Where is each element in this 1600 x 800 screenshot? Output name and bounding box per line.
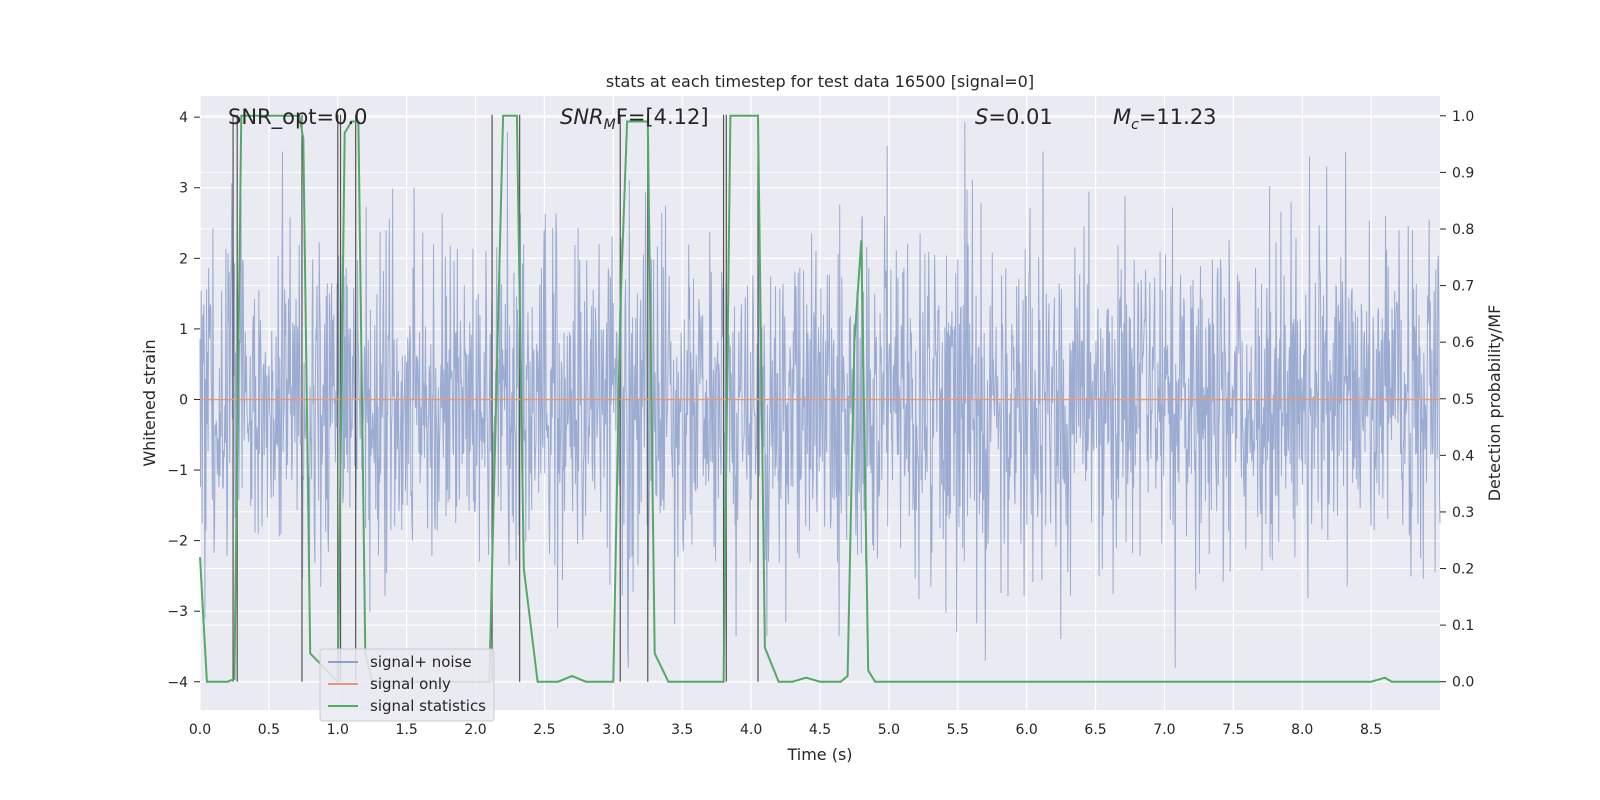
- x-tick-label: 8.0: [1291, 722, 1313, 738]
- annotation-snr-mf-sub: M: [604, 117, 616, 133]
- y-tick-label-right: 0.9: [1452, 165, 1474, 181]
- annotation-snr-opt: SNR_opt=0.0: [228, 105, 368, 130]
- y-tick-label-left: 1: [179, 322, 188, 338]
- chart-title: stats at each timestep for test data 165…: [606, 72, 1034, 91]
- annotation-s-italic: S: [975, 105, 988, 129]
- x-tick-label: 7.5: [1222, 722, 1244, 738]
- annotation-mc: Mc=11.23: [1113, 105, 1217, 133]
- y-tick-label-left: −1: [167, 463, 188, 479]
- annotation-s-rest: =0.01: [988, 105, 1052, 129]
- x-tick-label: 2.0: [464, 722, 486, 738]
- y-tick-label-right: 0.7: [1452, 279, 1474, 295]
- y-tick-label-left: −2: [167, 534, 188, 550]
- x-tick-label: 0.5: [258, 722, 280, 738]
- annotation-s: S=0.01: [975, 105, 1053, 129]
- signal-noise-series: [199, 122, 1441, 668]
- annotation-mc-sub: c: [1131, 117, 1139, 133]
- x-tick-label: 3.0: [602, 722, 624, 738]
- x-tick-label: 7.0: [1153, 722, 1175, 738]
- x-tick-label: 6.0: [1016, 722, 1038, 738]
- y-tick-label-right: 0.0: [1452, 675, 1474, 691]
- x-tick-label: 1.5: [396, 722, 418, 738]
- x-axis-label: Time (s): [786, 745, 852, 764]
- y-tick-label-right: 0.4: [1452, 448, 1474, 464]
- x-tick-label: 5.5: [947, 722, 969, 738]
- y-axis-label-left: Whitened strain: [140, 339, 159, 466]
- x-tick-label: 2.5: [533, 722, 555, 738]
- legend-label-signal-only: signal only: [370, 675, 451, 693]
- legend-box: [319, 648, 495, 722]
- signal-statistics-series: [199, 114, 1440, 685]
- y-tick-label-right: 0.2: [1452, 562, 1474, 578]
- y-tick-label-right: 0.3: [1452, 505, 1474, 521]
- x-tick-label: 1.0: [327, 722, 349, 738]
- y-tick-label-right: 0.1: [1452, 618, 1474, 634]
- y-tick-label-left: −3: [167, 604, 188, 620]
- y-tick-label-right: 1.0: [1452, 109, 1474, 125]
- y-axis-label-right: Detection probability/MF: [1485, 305, 1504, 502]
- x-tick-label: 0.0: [189, 722, 211, 738]
- y-tick-label-left: −4: [167, 675, 188, 691]
- x-tick-label: 4.0: [740, 722, 762, 738]
- legend-label-noise: signal+ noise: [370, 653, 472, 671]
- y-tick-label-right: 0.8: [1452, 222, 1474, 238]
- y-tick-label-left: 2: [179, 251, 188, 267]
- y-tick-label-left: 3: [179, 181, 188, 197]
- annotation-snr-mf-main: SNR: [560, 105, 604, 129]
- y-ticks-left: −4 −3 −2 −1 0 1 2 3 4: [167, 110, 200, 691]
- annotation-snr-mf: SNRMF=[4.12]: [560, 105, 709, 133]
- legend: signal+ noise signal only signal statist…: [319, 648, 495, 722]
- series-signal-statistics-line: [199, 114, 1440, 685]
- x-tick-label: 4.5: [809, 722, 831, 738]
- x-tick-label: 3.5: [671, 722, 693, 738]
- y-tick-label-left: 4: [179, 110, 188, 126]
- annotation-snr-mf-rest: F=[4.12]: [616, 105, 709, 129]
- x-tick-label: 8.5: [1360, 722, 1382, 738]
- series-signal-noise-line: [199, 122, 1441, 668]
- y-ticks-right: 0.0 0.1 0.2 0.3 0.4 0.5 0.6 0.7 0.8 0.9 1.0: [1440, 109, 1474, 691]
- legend-label-statistics: signal statistics: [370, 697, 486, 715]
- x-ticks: 0.0 0.5 1.0 1.5 2.0 2.5 3.0 3.5 4.0 4.5 5.0 5.5 6.0 6…: [189, 722, 1382, 738]
- annotation-mc-main: M: [1113, 105, 1131, 129]
- x-tick-label: 5.0: [878, 722, 900, 738]
- y-tick-label-right: 0.6: [1452, 335, 1474, 351]
- annotation-mc-rest: =11.23: [1139, 105, 1217, 129]
- x-tick-label: 6.5: [1084, 722, 1106, 738]
- y-tick-label-right: 0.5: [1452, 392, 1474, 408]
- y-tick-label-left: 0: [179, 392, 188, 408]
